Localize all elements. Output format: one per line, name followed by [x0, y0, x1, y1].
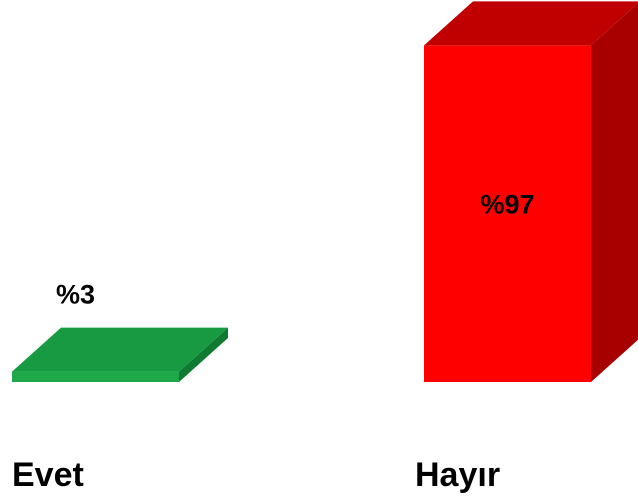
- value-label-hayir: %97: [480, 190, 534, 220]
- bar-hayir: [424, 1, 638, 382]
- bar-top-evet: [12, 327, 228, 372]
- bars-group: %3 %97: [12, 1, 638, 382]
- bar-top-hayir: [424, 1, 638, 46]
- bar-side-evet: [179, 327, 228, 382]
- bar-side-hayir: [591, 3, 638, 382]
- bar-front-evet: [12, 371, 179, 382]
- category-label-hayir: Hayır: [415, 456, 500, 494]
- bar-evet: [12, 327, 228, 382]
- value-label-evet: %3: [56, 280, 95, 310]
- bar-front-hayir: [424, 45, 591, 382]
- category-label-evet: Evet: [12, 456, 84, 494]
